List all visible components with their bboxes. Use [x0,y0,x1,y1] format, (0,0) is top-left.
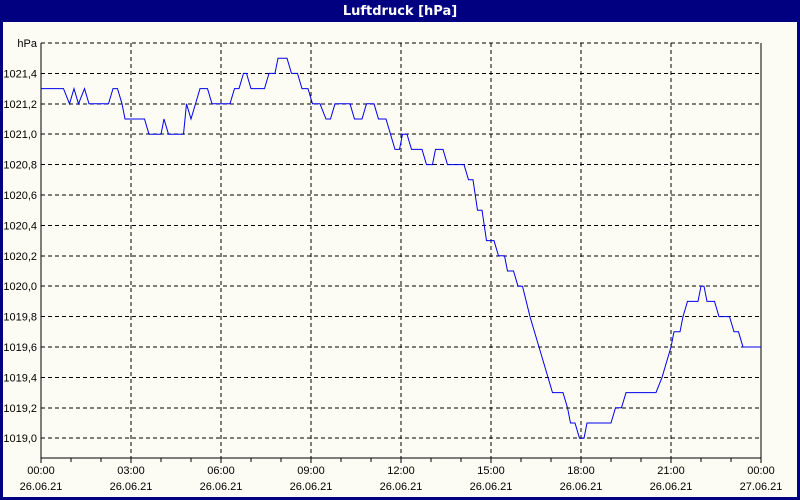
y-tick-label: 1021,4 [3,68,37,80]
y-tick-label: 1020,8 [3,160,37,172]
y-tick-label: 1019,0 [3,433,37,445]
x-tick-date-label: 26.06.21 [20,481,63,493]
x-tick-date-label: 27.06.21 [740,481,783,493]
x-tick-time-label: 00:00 [747,465,775,477]
x-tick-time-label: 12:00 [387,465,415,477]
y-tick-label: 1019,8 [3,312,37,324]
y-tick-label: 1020,6 [3,190,37,202]
y-tick-label: 1019,2 [3,403,37,415]
y-tick-label: 1020,2 [3,251,37,263]
y-tick-label: 1021,2 [3,99,37,111]
x-tick-date-label: 26.06.21 [470,481,513,493]
pressure-line [41,57,761,439]
title-bar: Luftdruck [hPa] [0,0,800,22]
y-tick-label: 1020,4 [3,220,37,232]
x-tick-date-label: 26.06.21 [380,481,423,493]
y-tick-label: 1021,0 [3,129,37,141]
pressure-chart: hPa 1021,4 1021,2 1021,0 1020,8 1020,6 1020,4 1… [3,38,783,493]
x-tick-date-label: 26.06.21 [560,481,603,493]
y-tick-label: 1019,6 [3,342,37,354]
x-tick-time-label: 15:00 [477,465,505,477]
x-tick-date-label: 26.06.21 [650,481,693,493]
y-tick-label: 1020,0 [3,281,37,293]
x-tick-time-label: 09:00 [297,465,325,477]
window-title: Luftdruck [hPa] [342,3,458,19]
x-tick-time-label: 00:00 [27,465,55,477]
x-tick-time-label: 03:00 [117,465,145,477]
y-axis-unit-label: hPa [17,38,37,50]
y-tick-label: 1019,4 [3,372,37,384]
x-tick-time-label: 06:00 [207,465,235,477]
x-tick-date-label: 26.06.21 [110,481,153,493]
x-tick-date-label: 26.06.21 [290,481,333,493]
x-tick-time-label: 21:00 [657,465,685,477]
chart-surface: hPa 1021,4 1021,2 1021,0 1020,8 1020,6 1020,4 1… [3,22,797,497]
x-tick-time-label: 18:00 [567,465,595,477]
x-tick-date-label: 26.06.21 [200,481,243,493]
